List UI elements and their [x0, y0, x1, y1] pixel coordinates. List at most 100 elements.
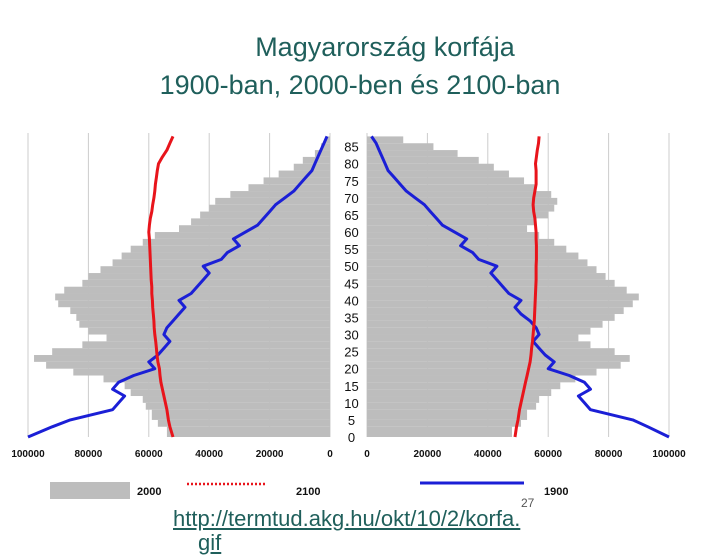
bar-2000-right — [367, 409, 528, 420]
x-tick-right: 20000 — [413, 449, 441, 460]
age-tick-label: 60 — [344, 225, 358, 240]
bar-2000-left — [58, 300, 330, 308]
bar-2000-left — [124, 382, 330, 390]
bar-2000-left — [55, 293, 331, 301]
bar-2000-left — [52, 348, 330, 356]
bar-2000-left — [166, 426, 330, 437]
bar-2000-left — [112, 259, 330, 267]
x-tick-right: 80000 — [595, 449, 623, 460]
bar-2000-right — [367, 156, 479, 164]
bar-2000-right — [367, 396, 540, 403]
age-tick-label: 85 — [344, 140, 358, 155]
bar-2000-right — [367, 218, 537, 226]
bar-2000-right — [367, 375, 576, 383]
bar-2000-left — [151, 409, 330, 420]
legend: 2000 2100 1900 — [50, 481, 568, 499]
bar-2000-left — [64, 286, 331, 294]
x-tick-left: 0 — [327, 449, 333, 460]
bar-2000-right — [367, 259, 588, 267]
bar-2000-right — [367, 286, 627, 294]
age-tick-label: 40 — [344, 293, 358, 308]
line-1900-right — [370, 135, 670, 439]
bar-2000-left — [209, 204, 330, 212]
bar-2000-left — [70, 307, 330, 315]
bar-2000-right — [367, 177, 525, 185]
age-tick-label: 30 — [344, 328, 358, 343]
age-tick-label: 25 — [344, 345, 358, 360]
bar-2000-right — [367, 252, 579, 260]
bar-2000-right — [367, 211, 549, 219]
bar-2000-right — [367, 361, 621, 369]
age-tick-label: 15 — [344, 379, 358, 394]
x-tick-left: 40000 — [195, 449, 223, 460]
bar-2000-right — [367, 293, 639, 301]
bar-2000-left — [100, 266, 330, 274]
x-tick-left: 60000 — [135, 449, 163, 460]
age-tick-label: 45 — [344, 276, 358, 291]
series-lines — [27, 135, 670, 439]
legend-label-1900: 1900 — [544, 486, 568, 498]
bar-2000-left — [278, 170, 330, 178]
bar-2000-right — [367, 184, 537, 192]
bar-2000-right — [367, 426, 512, 437]
bar-2000-right — [367, 143, 434, 151]
line-1900-left — [27, 135, 329, 439]
bar-2000-right — [367, 348, 615, 356]
bar-2000-left — [88, 273, 331, 280]
bar-2000-left — [325, 136, 330, 144]
age-tick-label: 50 — [344, 259, 358, 274]
x-tick-right: 0 — [364, 449, 370, 460]
bar-2000-right — [367, 389, 552, 397]
bar-2000-left — [179, 225, 330, 233]
bar-2000-left — [130, 245, 330, 253]
age-tick-label: 35 — [344, 310, 358, 325]
bar-2000-left — [215, 197, 330, 205]
bar-2000-left — [82, 341, 330, 349]
bar-2000-left — [142, 396, 330, 403]
age-tick-label: 75 — [344, 174, 358, 189]
legend-swatch-2000 — [50, 482, 130, 499]
title-line-2: 1900-ban, 2000-ben és 2100-ban — [159, 70, 561, 100]
age-tick-label: 0 — [348, 430, 355, 445]
age-tick-label: 70 — [344, 191, 358, 206]
bar-2000-left — [88, 327, 331, 335]
x-tick-left: 80000 — [74, 449, 102, 460]
bar-2000-left — [248, 184, 330, 192]
bar-2000-right — [367, 307, 624, 315]
bar-2000-right — [367, 204, 555, 212]
bar-2000-right — [367, 382, 561, 390]
bar-2000-left — [73, 368, 331, 376]
age-tick-label: 55 — [344, 242, 358, 257]
bar-2000-left — [130, 389, 330, 397]
bar-2000-right — [367, 327, 591, 335]
bar-2000-right — [367, 232, 540, 239]
bar-2000-right — [367, 314, 615, 321]
bar-2000-left — [314, 150, 330, 157]
bar-2000-right — [367, 279, 615, 287]
age-tick-label: 80 — [344, 157, 358, 172]
source-url[interactable]: http://termtud.akg.hu/okt/10/2/korfa. — [173, 506, 521, 531]
bar-2000-left — [106, 334, 331, 342]
line-2100-right — [513, 136, 541, 438]
bar-2000-right — [367, 300, 633, 308]
bar-2000-right — [367, 266, 597, 274]
slide-number: 27 — [521, 496, 535, 510]
bar-2000-left — [263, 177, 330, 185]
bar-2000-left — [82, 279, 330, 287]
bar-2000-right — [367, 355, 630, 362]
bar-2000-left — [79, 320, 330, 328]
bar-2000-right — [367, 273, 606, 280]
source-url-cont[interactable]: gif — [198, 530, 222, 555]
bar-2000-right — [367, 197, 558, 205]
x-tick-right: 40000 — [474, 449, 502, 460]
bar-2000-right — [367, 150, 458, 157]
x-axis: 100000 80000 60000 40000 20000 0 0 20000 40000 60… — [11, 449, 686, 460]
bar-2000-left — [157, 419, 330, 427]
bar-2000-left — [320, 143, 330, 151]
title-line-1: Magyarország korfája — [255, 32, 515, 62]
bar-2000-right — [367, 238, 555, 246]
bar-2000-right — [367, 163, 494, 171]
bar-2000-right — [367, 419, 522, 427]
age-tick-label: 65 — [344, 208, 358, 223]
bar-2000-left — [103, 375, 330, 383]
